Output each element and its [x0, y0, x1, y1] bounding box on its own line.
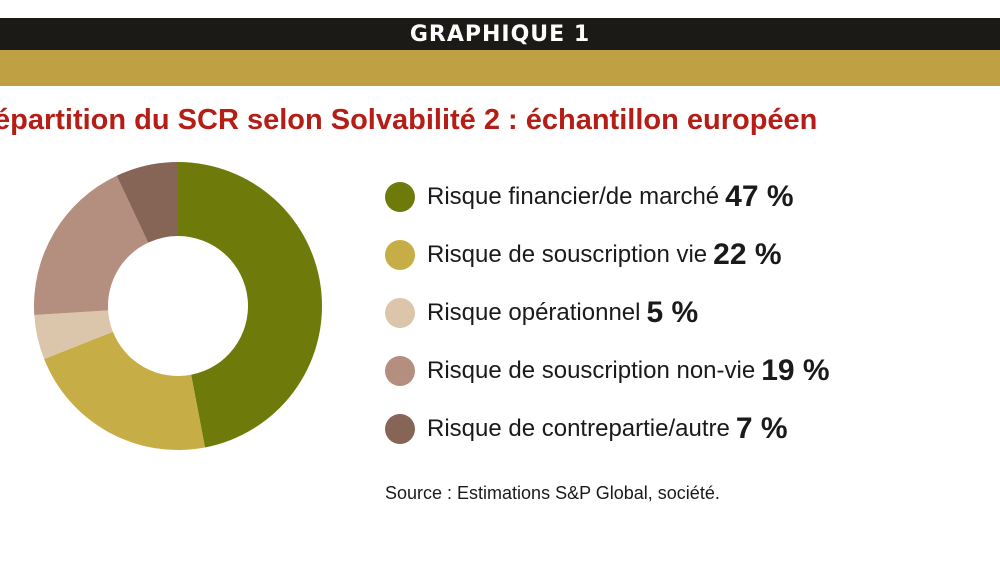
legend-swatch — [385, 414, 415, 444]
legend-item-risque-financier-de-marche: Risque financier/de marché 47 % — [385, 168, 830, 226]
legend-item-risque-de-souscription-non-vie: Risque de souscription non-vie 19 % — [385, 342, 830, 400]
donut-slice-risque-financier-de-marche — [178, 162, 323, 448]
legend-label: Risque de souscription non-vie — [427, 357, 756, 384]
legend-value: 5 % — [646, 296, 699, 329]
chart-number-label: GRAPHIQUE 1 — [409, 21, 591, 47]
decorative-gold-band — [0, 50, 1000, 86]
source-note: Source : Estimations S&P Global, société… — [385, 483, 720, 503]
legend-value: 22 % — [713, 238, 782, 271]
legend-swatch — [385, 356, 415, 386]
donut-slice-risque-de-souscription-vie — [44, 331, 205, 450]
legend-label: Risque opérationnel — [427, 299, 641, 326]
legend-swatch — [385, 182, 415, 212]
chart-title: épartition du SCR selon Solvabilité 2 : … — [0, 104, 818, 136]
donut-slice-risque-de-contrepartie-autre — [116, 162, 178, 243]
legend-label: Risque financier/de marché — [427, 183, 720, 210]
donut-slice-risque-operationnel — [34, 310, 113, 360]
legend-swatch — [385, 240, 415, 270]
legend-value: 7 % — [735, 412, 788, 445]
donut-chart — [34, 162, 323, 450]
chart-legend: Risque financier/de marché 47 % Risque de … — [385, 168, 830, 458]
legend-label: Risque de souscription vie — [427, 241, 708, 268]
legend-item-risque-operationnel: Risque opérationnel 5 % — [385, 284, 830, 342]
legend-value: 19 % — [761, 354, 830, 387]
legend-item-risque-de-souscription-vie: Risque de souscription vie 22 % — [385, 226, 830, 284]
donut-slice-risque-de-souscription-non-vie — [34, 175, 149, 316]
chart-number-banner: GRAPHIQUE 1 — [0, 18, 1000, 50]
legend-swatch — [385, 298, 415, 328]
legend-label: Risque de contrepartie/autre — [427, 415, 730, 442]
legend-value: 47 % — [725, 180, 794, 213]
legend-item-risque-de-contrepartie-autre: Risque de contrepartie/autre 7 % — [385, 400, 830, 458]
